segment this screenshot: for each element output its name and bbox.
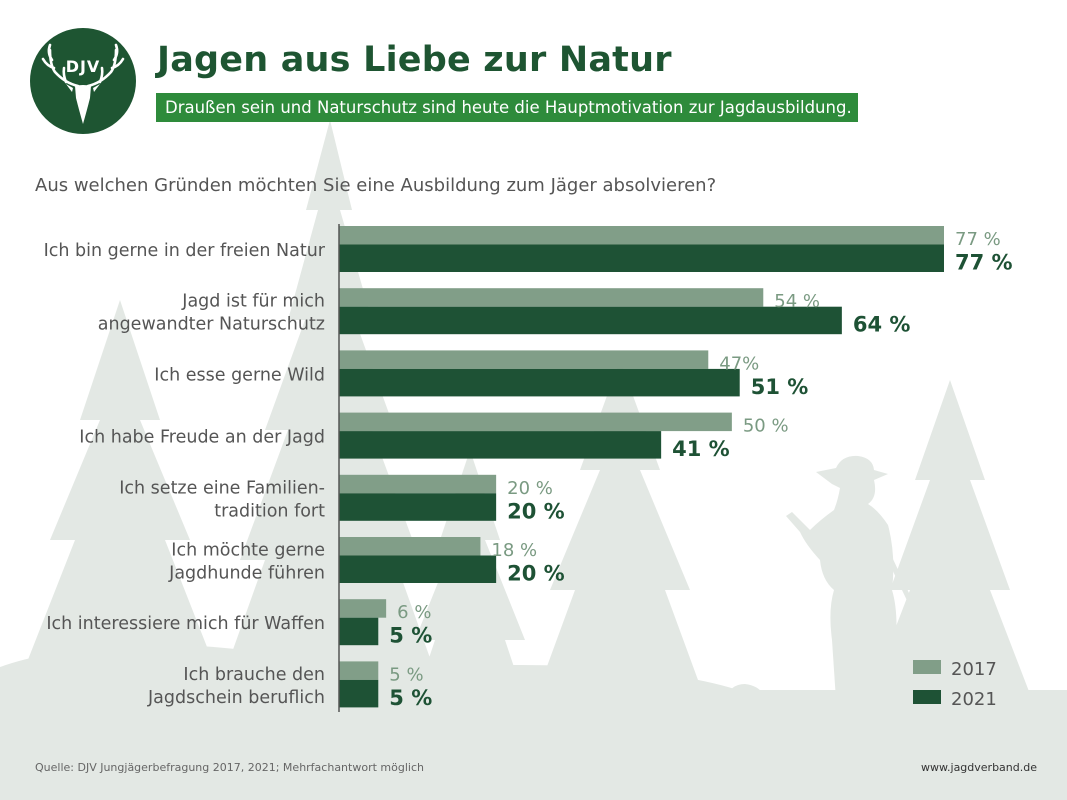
antler-right-icon <box>86 43 125 88</box>
subtitle-banner: Draußen sein und Naturschutz sind heute … <box>156 93 858 122</box>
dog-silhouette <box>725 684 812 790</box>
value-label-2021: 20 % <box>507 562 565 586</box>
value-label-2021: 41 % <box>672 437 730 461</box>
bar-2017 <box>339 350 709 369</box>
legend-swatch-2021 <box>913 690 941 704</box>
category-label: Jagdschein beruflich <box>147 688 325 708</box>
value-label-2017: 20 % <box>507 478 553 499</box>
bar-2017 <box>339 661 379 680</box>
category-label: Ich setze eine Familien- <box>119 478 325 498</box>
bar-2021 <box>339 306 842 335</box>
bar-2017 <box>339 288 764 307</box>
category-label: Ich habe Freude an der Jagd <box>79 428 325 448</box>
tree-silhouette <box>860 380 1040 720</box>
value-label-2017: 54 % <box>774 291 820 312</box>
bar-2021 <box>339 368 740 397</box>
tree-silhouette <box>20 300 220 680</box>
website-link[interactable]: www.jagdverband.de <box>921 761 1037 774</box>
page-title: Jagen aus Liebe zur Natur <box>157 40 672 80</box>
bar-2017 <box>339 537 481 556</box>
value-label-2021: 5 % <box>389 686 432 710</box>
hunter-silhouette <box>786 455 903 790</box>
value-label-2021: 20 % <box>507 499 565 523</box>
value-label-2017: 5 % <box>389 664 423 685</box>
djv-logo <box>30 28 136 134</box>
category-label: Ich esse gerne Wild <box>154 365 325 385</box>
bar-2021 <box>339 431 662 459</box>
legend-label-2021: 2021 <box>951 689 997 710</box>
category-label: Jagd ist für mich <box>181 292 325 312</box>
value-label-2017: 77 % <box>955 229 1001 250</box>
antler-left-icon <box>41 43 80 88</box>
value-label-2021: 51 % <box>751 375 809 399</box>
deer-head-icon <box>66 84 100 124</box>
bar-2021 <box>339 555 497 583</box>
bar-2021 <box>339 679 379 708</box>
source-note: Quelle: DJV Jungjägerbefragung 2017, 202… <box>35 761 424 774</box>
legend-swatch-2017 <box>913 660 941 674</box>
value-label-2021: 5 % <box>389 624 432 648</box>
bar-2021 <box>339 617 379 646</box>
bar-2017 <box>339 412 732 432</box>
bar-2017 <box>339 474 497 494</box>
value-label-2021: 64 % <box>853 313 911 337</box>
tree-silhouette <box>520 360 720 740</box>
category-label: Jagdhunde führen <box>168 564 325 584</box>
bar-2021 <box>339 244 944 272</box>
value-label-2017: 18 % <box>491 540 537 561</box>
category-label: Ich möchte gerne <box>171 541 325 561</box>
value-label-2021: 77 % <box>955 251 1013 275</box>
category-label: Ich bin gerne in der freien Natur <box>44 241 326 261</box>
legend-label-2017: 2017 <box>951 659 997 680</box>
category-label: angewandter Naturschutz <box>98 315 325 335</box>
value-label-2017: 50 % <box>743 416 789 437</box>
logo-text: DJV <box>65 57 101 76</box>
category-label: Ich brauche den <box>183 665 325 685</box>
bar-2021 <box>339 493 497 521</box>
bar-2017 <box>339 599 387 618</box>
chart-question: Aus welchen Gründen möchten Sie eine Aus… <box>35 175 717 196</box>
value-label-2017: 6 % <box>397 602 431 623</box>
rifle-silhouette <box>880 540 950 682</box>
bar-2017 <box>339 226 944 245</box>
category-label: Ich interessiere mich für Waffen <box>46 614 325 634</box>
category-label: tradition fort <box>214 501 325 521</box>
value-label-2017: 47% <box>719 353 759 374</box>
